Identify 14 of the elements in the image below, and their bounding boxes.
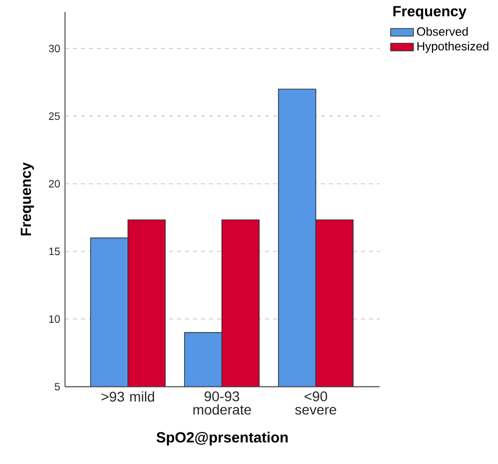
y-tick-label: 15: [49, 248, 60, 256]
x-axis-title: SpO2@prsentation: [156, 432, 288, 446]
legend-label: Hypothesized: [417, 42, 488, 53]
y-tick-label: 10: [49, 315, 60, 323]
x-tick-label: <90 severe: [295, 391, 336, 415]
y-tick-label: 20: [48, 180, 60, 188]
x-tick-label: 90-93 moderate: [193, 391, 251, 415]
legend-title: Frequency: [393, 6, 466, 20]
y-axis-title: Frequency: [20, 162, 34, 236]
x-tick-label: >93 mild: [102, 391, 154, 402]
y-tick-label: 30: [48, 44, 60, 52]
legend-label: Observed: [417, 26, 468, 36]
y-tick-label: 25: [48, 112, 60, 120]
y-tick-label: 5: [54, 382, 60, 390]
